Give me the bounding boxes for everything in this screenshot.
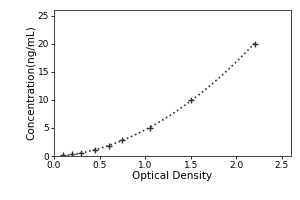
X-axis label: Optical Density: Optical Density [132, 171, 213, 181]
Y-axis label: Concentration(ng/mL): Concentration(ng/mL) [26, 26, 36, 140]
